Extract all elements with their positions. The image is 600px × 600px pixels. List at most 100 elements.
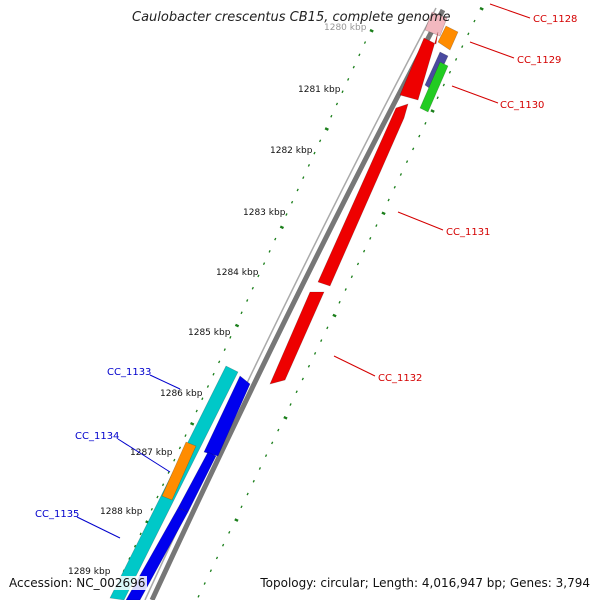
inner-ring-minor-tick <box>161 483 165 487</box>
inner-tick-ring <box>111 28 374 597</box>
outer-ring-minor-tick <box>344 288 347 291</box>
inner-ring-minor-tick <box>335 102 339 106</box>
inner-ring-major-tick <box>369 28 374 33</box>
kbp-label: 1282 kbp <box>270 146 313 156</box>
genome-backbone <box>144 7 446 600</box>
outer-ring-minor-tick <box>473 19 476 23</box>
outer-ring-minor-tick <box>399 173 403 176</box>
callout-leader-line <box>469 41 515 59</box>
callout-leader-line <box>76 516 121 539</box>
outer-ring-minor-tick <box>264 454 268 458</box>
inner-ring-minor-tick <box>150 507 153 511</box>
gene-cc-1129-orange[interactable] <box>437 25 459 51</box>
callout-leader-line <box>451 85 499 104</box>
inner-ring-minor-tick <box>307 164 311 167</box>
outer-ring-minor-tick <box>418 134 421 138</box>
kbp-label: 1283 kbp <box>243 208 286 218</box>
inner-ring-minor-tick <box>341 90 344 94</box>
outer-ring-minor-tick <box>252 479 255 483</box>
inner-ring-minor-tick <box>363 41 367 44</box>
inner-ring-minor-tick <box>246 299 249 302</box>
backbone-line <box>149 8 446 600</box>
gene-label[interactable]: CC_1128 <box>533 14 577 25</box>
gene-cc-1134-orange[interactable] <box>161 441 197 501</box>
inner-ring-minor-tick <box>290 200 294 204</box>
gene-cc-1133-blue[interactable] <box>203 375 251 457</box>
outer-ring-minor-tick <box>203 582 206 585</box>
callout-leader-line <box>489 3 531 19</box>
outer-ring-minor-tick <box>387 198 390 202</box>
inner-ring-minor-tick <box>167 471 170 474</box>
kbp-label: 1287 kbp <box>130 448 173 458</box>
callout-leader-line <box>333 355 376 377</box>
inner-ring-minor-tick <box>173 458 176 462</box>
outer-ring-minor-tick <box>448 70 452 74</box>
outer-ring-minor-tick <box>301 377 304 381</box>
gene-cc-1128-pink[interactable] <box>424 11 448 37</box>
outer-ring-minor-tick <box>405 160 409 164</box>
inner-ring-minor-tick <box>206 385 210 388</box>
gene-label[interactable]: CC_1131 <box>446 227 490 238</box>
inner-ring-minor-tick <box>268 250 271 253</box>
outer-ring-major-tick <box>430 109 435 113</box>
outer-tick-ring <box>197 6 484 598</box>
inner-ring-minor-tick <box>201 397 204 401</box>
outer-ring-minor-tick <box>246 492 249 496</box>
inner-ring-minor-tick <box>212 372 215 376</box>
outer-ring-minor-tick <box>393 185 396 189</box>
inner-ring-minor-tick <box>257 274 260 278</box>
inner-ring-minor-tick <box>319 139 322 143</box>
gene-features <box>109 11 459 600</box>
outer-ring-minor-tick <box>350 275 353 279</box>
genome-title: Caulobacter crescentus CB15, complete ge… <box>132 10 451 25</box>
gene-label-callouts: CC_1128 CC_1129 CC_1130 CC_1131 CC_1132 CC_11… <box>35 3 577 539</box>
outer-ring-major-tick <box>234 518 239 522</box>
outer-ring-minor-tick <box>436 96 439 100</box>
outer-ring-major-tick <box>332 313 337 318</box>
inner-ring-minor-tick <box>296 188 299 192</box>
gene-label[interactable]: CC_1132 <box>378 373 422 384</box>
gene-label[interactable]: CC_1130 <box>500 100 544 111</box>
inner-ring-minor-tick <box>347 78 350 81</box>
gene-cc-1128-red[interactable] <box>399 31 439 101</box>
outer-ring-minor-tick <box>356 262 360 266</box>
gene-cc-1132[interactable] <box>269 291 325 385</box>
outer-ring-minor-tick <box>326 326 329 330</box>
inner-ring-minor-tick <box>229 335 232 339</box>
outer-ring-minor-tick <box>424 121 427 125</box>
callout-leader-line <box>397 211 444 231</box>
inner-ring-minor-tick <box>358 53 361 57</box>
outer-ring-minor-tick <box>338 300 341 304</box>
outer-ring-minor-tick <box>412 147 415 151</box>
gene-cc-1134-blue[interactable] <box>177 451 217 513</box>
gene-label[interactable]: CC_1135 <box>35 509 79 520</box>
gene-cc-1131[interactable] <box>317 103 409 287</box>
outer-ring-major-tick <box>283 415 288 420</box>
kbp-label: 1281 kbp <box>298 85 341 95</box>
inner-ring-minor-tick <box>251 286 254 290</box>
gene-label[interactable]: CC_1133 <box>107 367 151 378</box>
outer-ring-minor-tick <box>289 403 292 406</box>
outer-ring-minor-tick <box>215 556 219 560</box>
outer-ring-minor-tick <box>454 58 458 61</box>
outer-ring-minor-tick <box>228 531 231 534</box>
inner-ring-major-tick <box>190 421 195 426</box>
inner-ring-major-tick <box>279 225 285 230</box>
outer-ring-major-tick <box>479 6 484 11</box>
inner-ring-minor-tick <box>274 237 277 241</box>
inner-ring-minor-tick <box>178 446 182 450</box>
kbp-label: 1288 kbp <box>100 507 143 517</box>
gene-label[interactable]: CC_1129 <box>517 55 561 66</box>
outer-ring-minor-tick <box>375 224 378 227</box>
outer-ring-minor-tick <box>271 441 274 445</box>
outer-ring-minor-tick <box>313 352 317 355</box>
outer-ring-minor-tick <box>442 83 445 87</box>
inner-ring-major-tick <box>324 127 329 131</box>
inner-ring-minor-tick <box>330 114 333 118</box>
gene-cc-1130-green[interactable] <box>419 61 449 113</box>
outer-ring-minor-tick <box>467 32 470 36</box>
gene-label[interactable]: CC_1134 <box>75 431 119 442</box>
inner-ring-major-tick <box>234 323 240 328</box>
inner-ring-minor-tick <box>285 213 288 216</box>
